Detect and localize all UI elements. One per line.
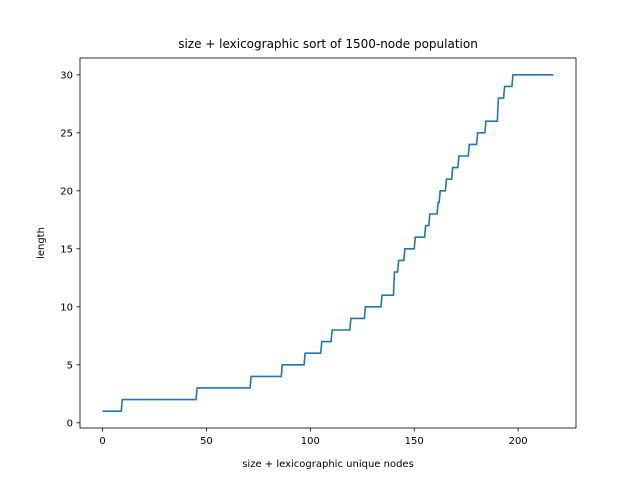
- x-tick-label: 200: [509, 436, 528, 447]
- x-tick-label: 50: [200, 436, 213, 447]
- x-tick-label: 0: [99, 436, 105, 447]
- y-tick-label: 15: [60, 244, 73, 255]
- y-tick-label: 10: [60, 302, 73, 313]
- y-tick-label: 30: [60, 70, 73, 81]
- plot-area: 0 50 100 150 200 0 5 10 15 20 25 30: [60, 70, 554, 447]
- y-tick-label: 0: [67, 418, 73, 429]
- axes-frame: [79, 57, 577, 429]
- x-axis-label: size + lexicographic unique nodes: [242, 459, 414, 470]
- y-axis-label: length: [36, 227, 47, 259]
- x-tick-label: 150: [405, 436, 424, 447]
- y-tick-label: 5: [67, 360, 73, 371]
- x-tick-label: 100: [301, 436, 320, 447]
- series-line: [102, 74, 554, 412]
- chart-title: size + lexicographic sort of 1500-node p…: [178, 37, 478, 51]
- y-tick-label: 20: [60, 186, 73, 197]
- y-tick-label: 25: [60, 128, 73, 139]
